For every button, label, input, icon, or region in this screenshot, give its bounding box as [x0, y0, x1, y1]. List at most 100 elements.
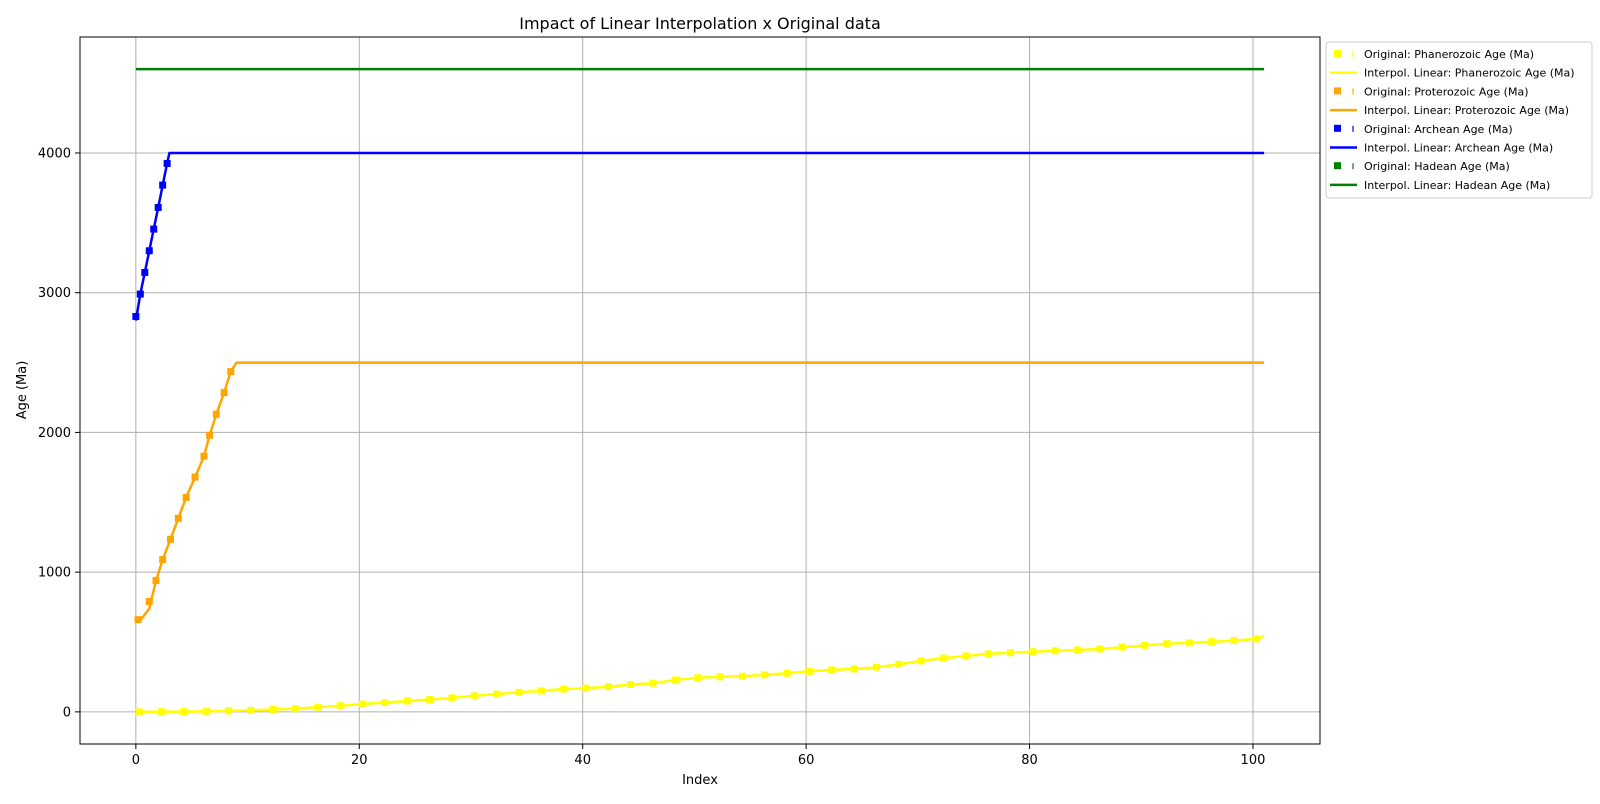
y-axis-label: Age (Ma)	[15, 361, 30, 420]
phanerozoic-original-point	[738, 672, 746, 680]
phanerozoic-original-point	[314, 703, 322, 711]
phanerozoic-original-point	[426, 696, 434, 704]
phanerozoic-original-point	[1185, 639, 1193, 647]
phanerozoic-interp-line	[135, 635, 1265, 714]
proterozoic-original-point	[166, 535, 174, 543]
legend-marker-hadean	[1334, 162, 1341, 170]
phanerozoic-original-point	[493, 690, 501, 698]
legend: Original: Phanerozoic Age (Ma) Interpol. …	[1325, 41, 1593, 199]
archean-original-point	[154, 203, 162, 211]
phanerozoic-original-point	[336, 702, 344, 710]
phanerozoic-original-point	[1163, 640, 1171, 648]
proterozoic-original-point	[134, 616, 142, 624]
phanerozoic-original-point	[202, 707, 210, 715]
legend-label-interp-proterozoic: Interpol. Linear: Proterozoic Age (Ma)	[1364, 104, 1569, 117]
x-tick-label: 20	[351, 753, 368, 768]
proterozoic-original-point	[212, 410, 220, 418]
y-tick-label: 4000	[38, 146, 71, 161]
archean-original-point	[141, 268, 149, 276]
phanerozoic-original-point	[962, 652, 970, 660]
phanerozoic-original-point	[783, 669, 791, 677]
legend-box	[1325, 41, 1593, 199]
phanerozoic-original-point	[225, 707, 233, 715]
phanerozoic-original-point	[1007, 649, 1015, 657]
phanerozoic-original-point	[403, 697, 411, 705]
phanerozoic-original-point	[1074, 646, 1082, 654]
legend-marker-proterozoic	[1334, 87, 1341, 95]
phanerozoic-original-point	[247, 706, 255, 714]
y-axis-ticks: 0 1000 2000 3000 4000	[38, 146, 80, 720]
y-tick-label: 0	[63, 705, 71, 720]
phanerozoic-original-point	[381, 699, 389, 707]
series-layer	[132, 67, 1265, 716]
plot-frame	[79, 36, 1321, 745]
phanerozoic-original-point	[158, 708, 166, 716]
phanerozoic-original-point	[694, 674, 702, 682]
phanerozoic-original-point	[873, 663, 881, 671]
archean-original-point	[159, 181, 167, 189]
phanerozoic-original-point	[716, 673, 724, 681]
legend-label-original-phanerozoic: Original: Phanerozoic Age (Ma)	[1364, 48, 1534, 61]
proterozoic-interp-line	[135, 361, 1265, 623]
phanerozoic-original-point	[1208, 638, 1216, 646]
proterozoic-original-point	[206, 431, 214, 439]
proterozoic-original-point	[191, 473, 199, 481]
proterozoic-original-point	[145, 597, 153, 605]
phanerozoic-original-point	[269, 705, 277, 713]
legend-label-original-hadean: Original: Hadean Age (Ma)	[1364, 160, 1510, 173]
phanerozoic-original-point	[1141, 641, 1149, 649]
legend-marker-phanerozoic	[1334, 50, 1341, 57]
legend-marker-archean	[1334, 124, 1341, 132]
archean-original-point	[150, 225, 158, 233]
phanerozoic-original-point	[940, 654, 948, 662]
phanerozoic-original-point	[604, 683, 612, 691]
proterozoic-original-point	[152, 577, 160, 585]
y-tick-label: 3000	[38, 286, 71, 301]
x-tick-label: 100	[1241, 753, 1266, 768]
legend-label-original-proterozoic: Original: Proterozoic Age (Ma)	[1364, 85, 1528, 98]
phanerozoic-original-point	[1029, 648, 1037, 656]
phanerozoic-original-point	[560, 685, 568, 693]
chart-title: Impact of Linear Interpolation x Origina…	[519, 14, 881, 33]
proterozoic-original-point	[227, 368, 235, 376]
proterozoic-original-point	[200, 452, 208, 460]
x-tick-label: 80	[1021, 753, 1038, 768]
proterozoic-series	[134, 361, 1265, 624]
phanerozoic-original-point	[805, 667, 813, 675]
archean-interp-line	[134, 151, 1265, 321]
archean-series	[132, 151, 1265, 321]
phanerozoic-original-point	[627, 680, 635, 688]
phanerozoic-original-point	[180, 708, 188, 716]
legend-label-interp-archean: Interpol. Linear: Archean Age (Ma)	[1364, 142, 1553, 155]
phanerozoic-original-point	[359, 700, 367, 708]
phanerozoic-original-point	[537, 687, 545, 695]
archean-original-point	[132, 312, 140, 320]
legend-label-interp-phanerozoic: Interpol. Linear: Phanerozoic Age (Ma)	[1364, 67, 1575, 80]
proterozoic-original-point	[159, 556, 167, 564]
proterozoic-original-point	[174, 514, 182, 522]
phanerozoic-original-point	[470, 692, 478, 700]
archean-original-point	[163, 159, 171, 167]
phanerozoic-original-point	[582, 684, 590, 692]
phanerozoic-original-point	[828, 666, 836, 674]
phanerozoic-original-point	[292, 705, 300, 713]
phanerozoic-original-point	[917, 657, 925, 665]
phanerozoic-series	[135, 635, 1265, 716]
phanerozoic-original-point	[671, 676, 679, 684]
phanerozoic-original-point	[850, 665, 858, 673]
x-axis-label: Index	[682, 773, 718, 788]
x-tick-label: 60	[798, 753, 815, 768]
legend-label-original-archean: Original: Archean Age (Ma)	[1364, 123, 1513, 136]
proterozoic-original-point	[220, 389, 228, 397]
phanerozoic-original-point	[448, 694, 456, 702]
phanerozoic-original-point	[1051, 647, 1059, 655]
legend-label-interp-hadean: Interpol. Linear: Hadean Age (Ma)	[1364, 179, 1550, 192]
phanerozoic-original-point	[984, 650, 992, 658]
archean-original-point	[136, 290, 144, 298]
y-tick-label: 1000	[38, 566, 71, 581]
x-tick-label: 40	[574, 753, 591, 768]
proterozoic-original-point	[182, 493, 190, 501]
x-axis-ticks: 0 20 40 60 80 100	[132, 744, 1266, 768]
phanerozoic-original-point	[761, 671, 769, 679]
